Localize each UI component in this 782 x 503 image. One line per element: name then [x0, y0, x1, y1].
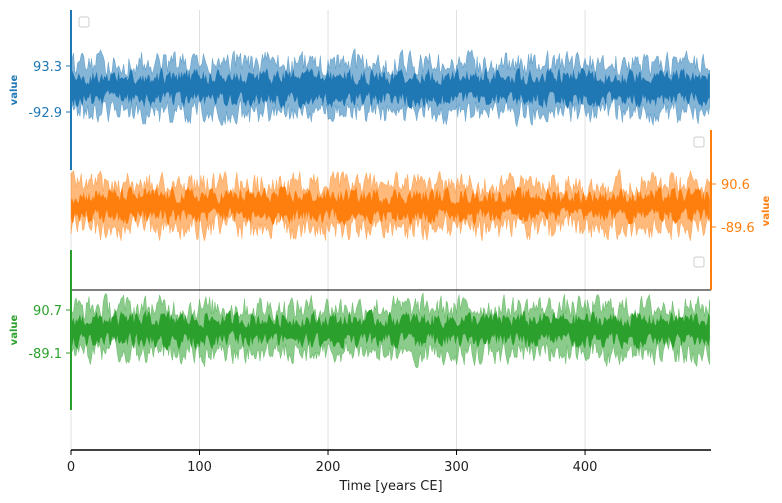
inner-band: [71, 186, 710, 226]
x-tick-label: 100: [187, 460, 212, 475]
x-tick-label: 200: [316, 460, 341, 475]
legend-box-2: [693, 136, 705, 148]
y-tick-label: -89.1: [28, 347, 62, 362]
y-tick-label: -92.9: [28, 106, 62, 121]
x-axis-title: Time [years CE]: [338, 479, 442, 494]
series-band-3: [70, 292, 710, 369]
y-axis-3: 90.7 -89.1 value: [9, 250, 72, 410]
x-axis: 0 100 200 300 400: [67, 449, 711, 475]
series-bands: [70, 48, 710, 369]
panel-axes: 93.3 -92.9 value 90.6 -89.6 value 90.7 -89.1 val…: [9, 10, 772, 410]
inner-band: [71, 308, 710, 351]
y-tick-label: 90.6: [721, 178, 750, 193]
y-axis-title: value: [9, 314, 20, 345]
legend-box-3: [693, 256, 705, 268]
y-axis-1: 93.3 -92.9 value: [9, 10, 72, 170]
series-band-1: [70, 48, 710, 128]
legend-box-1: [78, 16, 90, 28]
y-tick-label: 93.3: [33, 60, 62, 75]
inner-band: [71, 66, 710, 110]
y-tick-label: -89.6: [721, 221, 755, 236]
y-axis-title: value: [761, 195, 772, 226]
y-axis-title: value: [9, 74, 20, 105]
x-tick-label: 0: [67, 460, 75, 475]
x-tick-label: 400: [573, 460, 598, 475]
y-axis-2: 90.6 -89.6 value: [710, 130, 772, 290]
series-band-2: [70, 168, 710, 242]
y-tick-label: 90.7: [33, 304, 62, 319]
x-tick-label: 300: [444, 460, 469, 475]
